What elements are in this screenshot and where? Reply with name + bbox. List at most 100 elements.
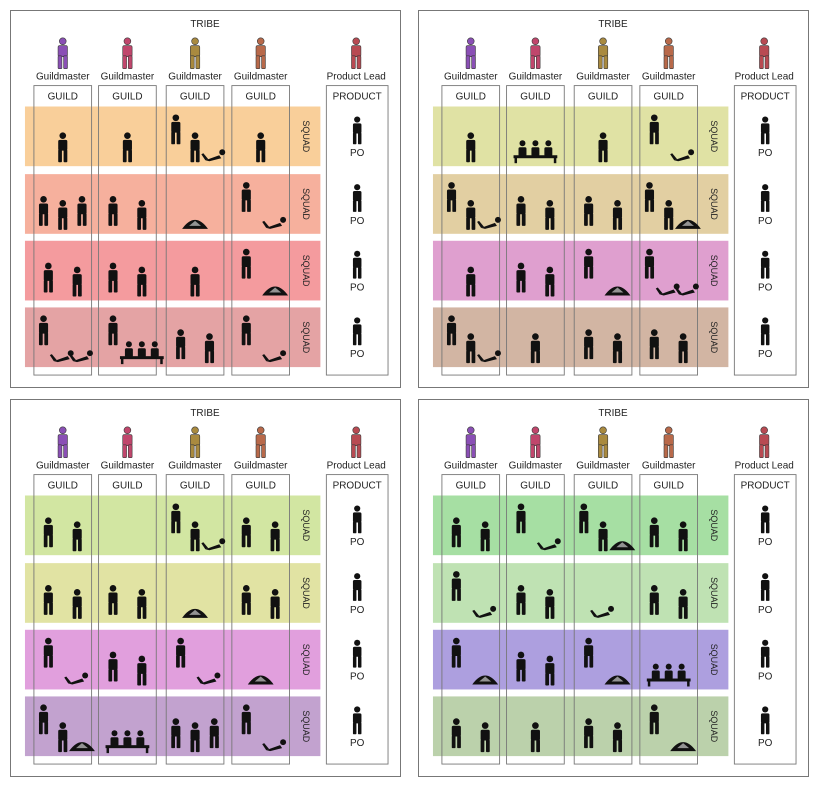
guildmaster-icon	[256, 38, 265, 69]
product-lead-label: Product Lead	[735, 461, 794, 472]
guildmaster-icon	[664, 427, 673, 458]
tribe-panel-3: TRIBE Guildmaster Guildmaster Guildmaster Gu…	[10, 399, 401, 777]
guild-label: GUILD	[48, 481, 78, 492]
squad-label: SQUAD	[301, 509, 311, 541]
guildmaster-icon	[58, 427, 67, 458]
guild-label: GUILD	[246, 92, 276, 103]
product-lead-label: Product Lead	[327, 72, 386, 83]
guildmaster-label: Guildmaster	[509, 461, 563, 472]
guildmaster-label: Guildmaster	[168, 461, 222, 472]
guild-label: GUILD	[246, 481, 276, 492]
guildmaster-label: Guildmaster	[234, 461, 288, 472]
po-label: PO	[350, 605, 365, 616]
guildmaster-icon	[256, 427, 265, 458]
po-label: PO	[758, 283, 773, 294]
guild-label: GUILD	[112, 481, 142, 492]
guild-label: GUILD	[520, 481, 550, 492]
product-lead-label: Product Lead	[327, 461, 386, 472]
squad-label: SQUAD	[301, 644, 311, 676]
tribe-panel-4: TRIBE Guildmaster Guildmaster Guildmaster Gu…	[418, 399, 809, 777]
guildmaster-label: Guildmaster	[576, 461, 630, 472]
guildmaster-icon	[190, 427, 199, 458]
guild-label: GUILD	[112, 92, 142, 103]
product-label: PRODUCT	[333, 481, 382, 492]
guildmaster-icon	[598, 38, 607, 69]
guild-label: GUILD	[180, 92, 210, 103]
tribe-diagram-4: TRIBE Guildmaster Guildmaster Guildmaster Gu…	[419, 400, 808, 776]
guild-label: GUILD	[654, 481, 684, 492]
tribe-title: TRIBE	[598, 408, 628, 419]
guildmaster-label: Guildmaster	[36, 72, 90, 83]
guildmaster-icon	[466, 38, 475, 69]
squad-label: SQUAD	[709, 509, 719, 541]
tribe-title: TRIBE	[190, 19, 220, 30]
guild-label: GUILD	[588, 481, 618, 492]
tribe-title: TRIBE	[190, 408, 220, 419]
guild-label: GUILD	[456, 92, 486, 103]
guildmaster-icon	[466, 427, 475, 458]
po-label: PO	[350, 672, 365, 683]
guildmaster-icon	[598, 427, 607, 458]
guildmaster-icon	[531, 38, 540, 69]
guild-label: GUILD	[180, 481, 210, 492]
po-label: PO	[350, 148, 365, 159]
tribe-diagram-2: TRIBE Guildmaster Guildmaster Guildmaster Gu…	[419, 11, 808, 387]
squad-label: SQUAD	[301, 120, 311, 152]
guildmaster-label: Guildmaster	[444, 461, 498, 472]
po-label: PO	[758, 537, 773, 548]
guildmaster-icon	[58, 38, 67, 69]
guild-label: GUILD	[456, 481, 486, 492]
guildmaster-icon	[123, 38, 132, 69]
guild-label: GUILD	[48, 92, 78, 103]
product-lead-icon	[759, 427, 768, 458]
guildmaster-label: Guildmaster	[509, 72, 563, 83]
po-label: PO	[758, 672, 773, 683]
tribe-title: TRIBE	[598, 19, 628, 30]
squad-label: SQUAD	[709, 188, 719, 220]
po-label: PO	[350, 537, 365, 548]
po-label: PO	[758, 148, 773, 159]
squad-label: SQUAD	[301, 188, 311, 220]
po-label: PO	[758, 738, 773, 749]
po-label: PO	[350, 283, 365, 294]
guildmaster-label: Guildmaster	[642, 461, 696, 472]
po-label: PO	[758, 216, 773, 227]
product-lead-label: Product Lead	[735, 72, 794, 83]
tribe-diagram-3: TRIBE Guildmaster Guildmaster Guildmaster Gu…	[11, 400, 400, 776]
product-lead-icon	[759, 38, 768, 69]
po-label: PO	[350, 349, 365, 360]
tribe-panel-2: TRIBE Guildmaster Guildmaster Guildmaster Gu…	[418, 10, 809, 388]
po-label: PO	[758, 605, 773, 616]
guildmaster-label: Guildmaster	[168, 72, 222, 83]
squad-label: SQUAD	[709, 120, 719, 152]
guildmaster-icon	[664, 38, 673, 69]
guildmaster-icon	[531, 427, 540, 458]
guildmaster-icon	[123, 427, 132, 458]
squad-label: SQUAD	[709, 577, 719, 609]
product-lead-icon	[351, 38, 360, 69]
squad-label: SQUAD	[709, 321, 719, 353]
squad-label: SQUAD	[301, 710, 311, 742]
squad-label: SQUAD	[709, 255, 719, 287]
squad-band	[433, 241, 728, 301]
guildmaster-icon	[190, 38, 199, 69]
guild-label: GUILD	[654, 92, 684, 103]
guildmaster-label: Guildmaster	[36, 461, 90, 472]
squad-label: SQUAD	[301, 321, 311, 353]
tribe-diagram-1: TRIBEGuildmaster Guildmaster Guildmaster Gu…	[11, 11, 400, 387]
po-label: PO	[350, 216, 365, 227]
tribe-panel-1: TRIBE Guildmaster Guildmaster Guildmaster Gu…	[10, 10, 401, 388]
po-label: PO	[758, 349, 773, 360]
product-label: PRODUCT	[333, 92, 382, 103]
guildmaster-label: Guildmaster	[642, 72, 696, 83]
guild-label: GUILD	[520, 92, 550, 103]
squad-label: SQUAD	[709, 710, 719, 742]
product-label: PRODUCT	[741, 481, 790, 492]
product-label: PRODUCT	[741, 92, 790, 103]
guildmaster-label: Guildmaster	[101, 72, 155, 83]
guildmaster-label: Guildmaster	[444, 72, 498, 83]
po-label: PO	[350, 738, 365, 749]
squad-label: SQUAD	[301, 255, 311, 287]
guild-label: GUILD	[588, 92, 618, 103]
guildmaster-label: Guildmaster	[576, 72, 630, 83]
